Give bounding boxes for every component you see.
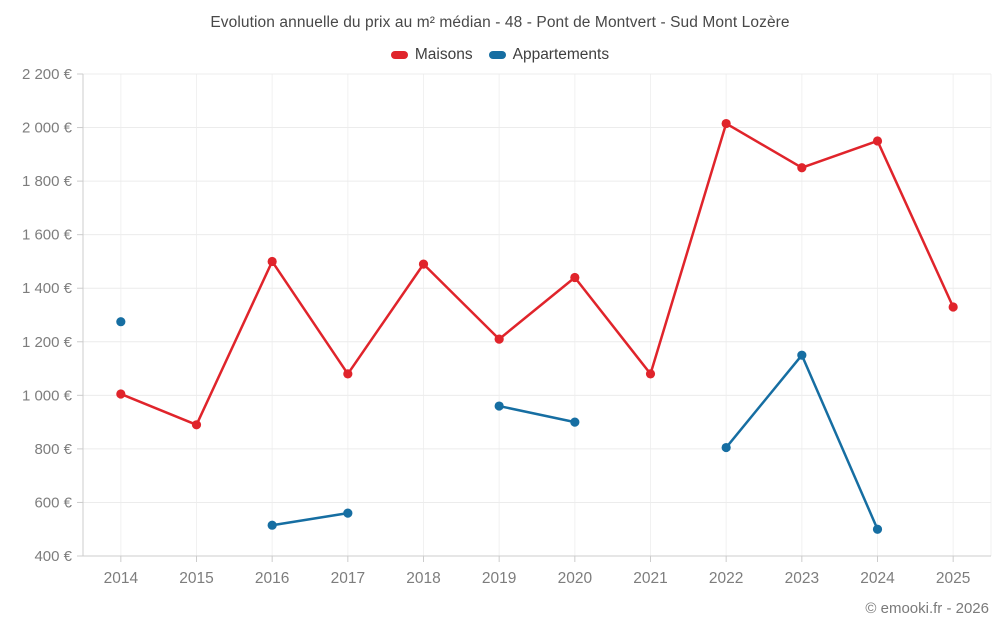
x-axis-label: 2020 xyxy=(558,570,593,587)
data-point-maisons-2023[interactable] xyxy=(797,163,807,173)
data-point-maisons-2015[interactable] xyxy=(191,420,202,430)
y-axis-label: 800 € xyxy=(34,441,72,458)
data-point-maisons-2025[interactable] xyxy=(948,302,958,312)
data-point-appartements-2019[interactable] xyxy=(494,401,504,411)
data-point-maisons-2024[interactable] xyxy=(872,136,883,146)
x-axis-label: 2023 xyxy=(785,570,819,587)
x-axis-label: 2021 xyxy=(633,570,667,587)
legend: Maisons Appartements xyxy=(0,46,1000,64)
y-axis-label: 1 000 € xyxy=(22,387,73,404)
legend-item-maisons[interactable]: Maisons xyxy=(390,46,473,64)
y-axis-label: 600 € xyxy=(34,494,72,511)
x-axis-label: 2017 xyxy=(331,570,365,587)
data-point-appartements-2020[interactable] xyxy=(570,417,580,427)
series-line-maisons xyxy=(119,122,955,427)
y-axis-label: 1 200 € xyxy=(22,334,73,351)
y-axis-label: 2 200 € xyxy=(22,66,73,83)
series-line-appartements xyxy=(497,404,577,424)
x-axis-label: 2025 xyxy=(936,570,970,587)
x-axis-label: 2018 xyxy=(406,570,440,587)
data-point-maisons-2019[interactable] xyxy=(494,334,504,344)
legend-label-maisons: Maisons xyxy=(414,46,473,63)
data-point-maisons-2017[interactable] xyxy=(343,369,353,379)
y-axis-label: 2 000 € xyxy=(22,120,73,137)
y-axis-label: 1 800 € xyxy=(22,173,73,190)
legend-item-appartements[interactable]: Appartements xyxy=(488,46,610,64)
data-point-appartements-2016[interactable] xyxy=(267,520,277,530)
y-axis-label: 1 600 € xyxy=(22,227,73,244)
x-axis-label: 2019 xyxy=(482,570,516,587)
data-point-maisons-2021[interactable] xyxy=(645,369,656,379)
legend-label-appartements: Appartements xyxy=(512,46,610,63)
data-point-appartements-2023[interactable] xyxy=(797,350,807,360)
y-axis-label: 400 € xyxy=(34,548,72,565)
data-point-maisons-2014[interactable] xyxy=(116,389,126,399)
data-point-maisons-2022[interactable] xyxy=(721,118,731,129)
x-axis-label: 2016 xyxy=(255,570,289,587)
data-point-appartements-2022[interactable] xyxy=(721,442,731,453)
data-point-appartements-2017[interactable] xyxy=(343,508,353,518)
chart-title: Evolution annuelle du prix au m² médian … xyxy=(210,14,790,31)
x-axis-label: 2024 xyxy=(860,570,895,587)
x-axis-label: 2022 xyxy=(709,570,743,587)
legend-marker-maisons-icon xyxy=(390,51,408,59)
data-point-appartements-2014[interactable] xyxy=(116,317,126,327)
legend-marker-appartements-icon xyxy=(488,51,506,59)
data-point-appartements-2024[interactable] xyxy=(872,524,883,534)
series-line-appartements xyxy=(270,511,350,527)
data-point-maisons-2018[interactable] xyxy=(418,259,429,269)
credit: © emooki.fr - 2026 xyxy=(865,600,989,617)
x-axis-label: 2015 xyxy=(179,570,213,587)
data-point-maisons-2016[interactable] xyxy=(267,256,277,267)
x-axis-label: 2014 xyxy=(104,570,139,587)
data-point-maisons-2020[interactable] xyxy=(570,272,580,283)
y-axis-label: 1 400 € xyxy=(22,280,73,297)
